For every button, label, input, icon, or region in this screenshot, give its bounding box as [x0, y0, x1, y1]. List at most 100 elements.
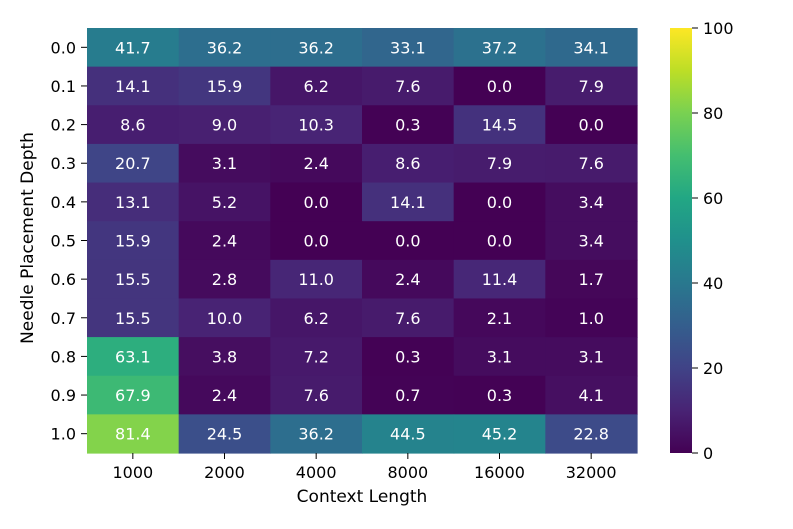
- heatmap-cell: [362, 337, 455, 377]
- cell-value-label: 36.2: [298, 38, 334, 57]
- heatmap-cell: [178, 28, 271, 68]
- cell-value-label: 3.1: [487, 347, 512, 366]
- cell-value-label: 2.4: [212, 386, 237, 405]
- heatmap-cell: [270, 28, 363, 68]
- cell-value-label: 7.2: [303, 347, 328, 366]
- heatmap-cell: [87, 66, 180, 106]
- heatmap-cell: [178, 143, 271, 184]
- heatmap-cell: [270, 66, 363, 106]
- cell-value-label: 20.7: [115, 154, 151, 173]
- heatmap-cell: [362, 182, 455, 222]
- cell-value-label: 36.2: [207, 38, 243, 57]
- heatmap-cell: [362, 298, 455, 338]
- cell-value-label: 3.1: [212, 154, 237, 173]
- heatmap-cell: [545, 259, 638, 300]
- cell-value-label: 11.0: [298, 270, 334, 289]
- heatmap-cell: [545, 375, 638, 415]
- cell-value-label: 3.8: [212, 347, 237, 366]
- cell-value-label: 24.5: [207, 425, 243, 444]
- cell-value-label: 0.0: [303, 193, 328, 212]
- cell-value-label: 8.6: [395, 154, 420, 173]
- heatmap-cell: [362, 66, 455, 106]
- cell-value-label: 10.0: [207, 309, 243, 328]
- heatmap-cell: [178, 414, 271, 454]
- cell-value-label: 1.7: [578, 270, 603, 289]
- colorbar-tick-label: 80: [703, 104, 723, 123]
- cell-value-label: 2.4: [303, 154, 328, 173]
- heatmap-cell: [545, 182, 638, 222]
- cell-value-label: 15.9: [207, 77, 243, 96]
- heatmap-cell: [362, 28, 455, 68]
- heatmap-cell: [453, 298, 546, 338]
- cell-value-label: 4.1: [578, 386, 603, 405]
- y-tick-label: 0.3: [51, 154, 76, 173]
- heatmap-cell: [178, 221, 271, 261]
- cell-value-label: 7.6: [395, 77, 420, 96]
- cell-value-label: 2.1: [487, 309, 512, 328]
- y-tick-label: 0.4: [51, 193, 76, 212]
- cell-value-label: 7.6: [395, 309, 420, 328]
- cell-value-label: 63.1: [115, 347, 151, 366]
- heatmap-cell: [545, 28, 638, 68]
- x-axis-ticks: 1000 2000 4000 8000 16000 32000: [112, 453, 617, 482]
- heatmap-cell: [362, 375, 455, 415]
- heatmap-cell: [270, 105, 363, 145]
- x-tick-label: 4000: [296, 463, 337, 482]
- cell-value-label: 7.6: [303, 386, 328, 405]
- heatmap-cell: [270, 143, 363, 184]
- colorbar-tick-label: 20: [703, 359, 723, 378]
- heatmap-cell: [178, 298, 271, 338]
- cell-value-label: 1.0: [578, 309, 603, 328]
- heatmap-cell: [87, 298, 180, 338]
- cell-value-label: 14.5: [482, 116, 518, 135]
- cell-value-label: 7.6: [578, 154, 603, 173]
- heatmap-cell: [87, 143, 180, 184]
- heatmap-cell: [270, 221, 363, 261]
- y-tick-label: 0.7: [51, 309, 76, 328]
- cell-value-label: 10.3: [298, 116, 334, 135]
- cell-value-label: 0.3: [487, 386, 512, 405]
- y-tick-label: 0.6: [51, 270, 76, 289]
- cell-value-label: 11.4: [482, 270, 518, 289]
- heatmap-cell: [87, 28, 180, 68]
- heatmap-cell: [362, 221, 455, 261]
- cell-value-label: 15.5: [115, 270, 151, 289]
- cell-annotations: 41.7 36.2 36.2 33.1 37.2 34.1 14.1 15.9 6.2 7.6 0.…: [115, 38, 609, 443]
- cell-value-label: 22.8: [573, 425, 609, 444]
- heatmap-cell: [178, 182, 271, 222]
- y-tick-label: 0.9: [51, 386, 76, 405]
- cell-value-label: 0.0: [578, 116, 603, 135]
- x-tick-label: 1000: [112, 463, 153, 482]
- heatmap-cell: [453, 337, 546, 377]
- heatmap-cell: [270, 375, 363, 415]
- cell-value-label: 5.2: [212, 193, 237, 212]
- heatmap-cell: [87, 221, 180, 261]
- heatmap-cell: [362, 259, 455, 300]
- heatmap-cell: [545, 298, 638, 338]
- heatmap-cell: [453, 143, 546, 184]
- heatmap-cell: [453, 66, 546, 106]
- heatmap-cell: [362, 143, 455, 184]
- heatmap-cell: [178, 337, 271, 377]
- cell-value-label: 3.4: [578, 232, 603, 251]
- cell-value-label: 0.0: [395, 232, 420, 251]
- y-axis-label: Needle Placement Depth: [18, 132, 38, 344]
- heatmap-cell: [270, 182, 363, 222]
- x-tick-label: 16000: [474, 463, 525, 482]
- heatmap-cell: [545, 105, 638, 145]
- heatmap-cell: [545, 414, 638, 454]
- cell-value-label: 6.2: [303, 309, 328, 328]
- colorbar-ticks: 0 20 40 60 80 100: [692, 19, 734, 463]
- heatmap-cell: [178, 375, 271, 415]
- heatmap-cell: [453, 414, 546, 454]
- cell-value-label: 67.9: [115, 386, 151, 405]
- cell-value-label: 7.9: [487, 154, 512, 173]
- cell-value-label: 6.2: [303, 77, 328, 96]
- cell-value-label: 45.2: [482, 425, 518, 444]
- cell-value-label: 8.6: [120, 116, 145, 135]
- heatmap-cell: [270, 414, 363, 454]
- y-tick-label: 0.5: [51, 232, 76, 251]
- x-axis-label: Context Length: [297, 487, 428, 507]
- y-tick-label: 1.0: [51, 425, 76, 444]
- cell-value-label: 2.4: [395, 270, 420, 289]
